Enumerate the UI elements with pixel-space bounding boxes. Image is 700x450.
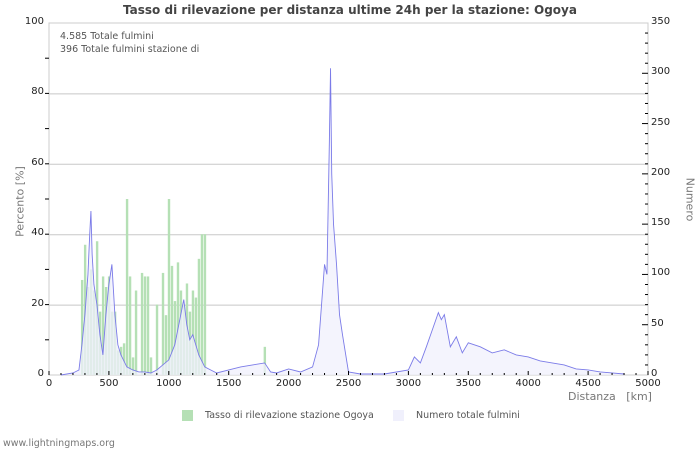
tick-label: 0 [45,378,53,389]
tick-label: 0 [37,368,44,379]
total-strikes-text: 4.585 Totale fulmini [60,31,154,42]
tick-label: 3000 [395,378,422,389]
tick-label: 1000 [156,378,182,389]
legend-swatch-green [182,410,193,421]
tick-label: 20 [31,297,44,309]
detection-rate-bar [149,357,153,375]
detection-rate-bar [143,276,147,375]
tick-label: 4500 [575,378,601,389]
detection-rate-bar [176,262,180,375]
detection-rate-bar [263,346,267,375]
detection-rate-bar [80,279,84,375]
chart-title: Tasso di rilevazione per distanza ultime… [123,3,577,17]
tick-label: 3500 [455,378,482,389]
y-axis-right-label: Numero [683,177,697,222]
tick-label: 200 [651,166,671,178]
detection-rate-bar [167,199,171,375]
info-box: 4.585 Totale fulmini 396 Totale fulmini … [60,30,199,56]
detection-rate-bar [125,199,129,375]
detection-rate-bar [134,290,138,375]
tick-label: 0 [651,368,658,379]
station-strikes-text: 396 Totale fulmini stazione di [60,44,200,55]
total-strikes-line [60,68,625,376]
tick-label: 60 [31,156,44,168]
tick-label: 5000 [635,378,661,389]
plot-frame [48,22,649,376]
tick-label: 80 [31,86,44,98]
tick-label: 4000 [515,378,541,389]
x-axis-label: Distanza [km] [568,390,652,403]
tick-label: 350 [651,16,671,27]
detection-rate-bar [122,343,126,375]
detection-rate-bar [173,301,177,375]
tick-label: 1500 [215,378,242,389]
legend-item-total-strikes: Numero totale fulmini [393,410,520,421]
detection-rate-bar [155,304,159,375]
detection-rate-bar [164,315,168,375]
legend-label-total-strikes: Numero totale fulmini [416,410,520,421]
detection-rate-bar [203,234,207,375]
detection-rate-bar [128,276,132,375]
tick-label: 2000 [275,378,302,389]
total-strikes-area [60,68,625,375]
tick-label: 150 [651,217,671,229]
legend-item-detection-rate: Tasso di rilevazione stazione Ogoya [182,410,374,421]
detection-rate-bar [161,272,165,375]
detection-rate-bar [131,357,135,375]
tick-label: 100 [651,267,671,279]
tick-label: 2500 [335,378,362,389]
tick-label: 100 [24,16,44,27]
detection-rate-bar [200,234,204,375]
tick-label: 250 [651,116,671,128]
detection-rate-bar [191,290,195,375]
footer-credit: www.lightningmaps.org [3,438,115,449]
detection-rate-bar [194,297,198,375]
tick-label: 300 [651,66,671,78]
detection-rate-bar [140,272,144,375]
tick-label: 40 [31,227,44,239]
detection-rate-bar [197,258,201,375]
legend-swatch-lavender [393,410,404,421]
legend-label-detection-rate: Tasso di rilevazione stazione Ogoya [205,410,374,421]
tick-label: 500 [99,378,119,389]
tick-label: 50 [651,317,664,329]
detection-rate-bar [101,276,105,375]
detection-rate-bar [146,276,150,375]
detection-rate-bar [170,265,174,375]
